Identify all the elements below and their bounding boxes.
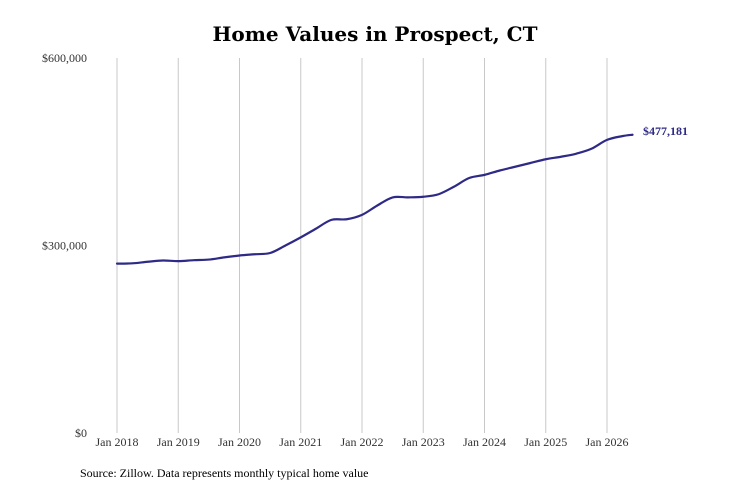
x-tick-label: Jan 2022 (341, 435, 384, 449)
x-tick-label: Jan 2024 (463, 435, 506, 449)
chart-title: Home Values in Prospect, CT (213, 22, 538, 46)
gridlines (116, 58, 608, 433)
series-group (115, 133, 634, 265)
y-tick-label: $300,000 (42, 239, 87, 253)
x-tick-label: Jan 2026 (586, 435, 629, 449)
x-tick-label: Jan 2019 (157, 435, 200, 449)
x-tick-label: Jan 2018 (96, 435, 139, 449)
y-tick-label: $0 (75, 426, 87, 440)
latest-value-label: $477,181 (643, 124, 688, 138)
source-note: Source: Zillow. Data represents monthly … (80, 466, 368, 480)
x-tick-label: Jan 2021 (279, 435, 322, 449)
home-value-series-line (115, 133, 634, 265)
x-tick-label: Jan 2025 (524, 435, 567, 449)
x-tick-label: Jan 2023 (402, 435, 445, 449)
x-axis-ticks: Jan 2018 Jan 2019 Jan 2020 Jan 2021 Jan 2022… (96, 435, 629, 449)
y-tick-label: $600,000 (42, 51, 87, 65)
x-tick-label: Jan 2020 (218, 435, 261, 449)
y-axis-ticks: $0 $300,000 $600,000 (42, 51, 87, 440)
